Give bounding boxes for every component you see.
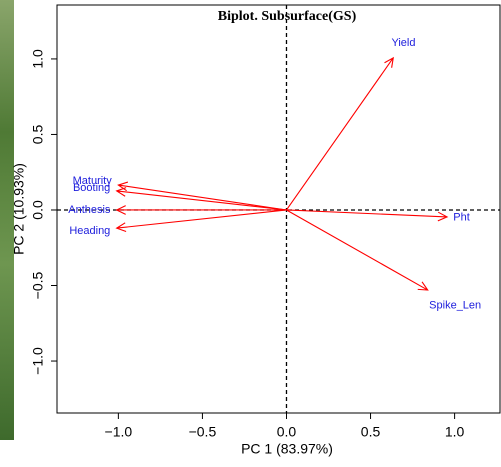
x-tick-label: 0.5 (361, 424, 381, 440)
x-tick-label: 0.0 (277, 424, 297, 440)
vector-label: Yield (391, 37, 415, 49)
y-tick-label: 0.5 (30, 125, 46, 145)
vector-label: Spike_Len (429, 300, 481, 312)
plot-frame (56, 4, 501, 414)
loading-arrow (117, 181, 287, 211)
photo-strip (0, 0, 14, 440)
y-tick-label: −0.5 (30, 271, 46, 299)
x-axis-label: PC 1 (83.97%) (241, 441, 333, 457)
x-tick-label: 1.0 (445, 424, 465, 440)
loading-arrow (286, 209, 449, 222)
vector-label: Maturity (73, 175, 113, 187)
y-axis-label: PC 2 (10.93%) (11, 163, 27, 255)
loading-arrow (286, 56, 394, 211)
loading-arrow (115, 187, 287, 211)
vector-label: Pht (453, 211, 470, 223)
x-tick-label: −0.5 (189, 424, 217, 440)
chart-title: Biplot. Subsurface(GS) (218, 9, 357, 24)
y-tick-label: −1.0 (30, 347, 46, 375)
loading-arrow (115, 209, 287, 232)
loading-arrow (286, 209, 429, 291)
loading-arrow (115, 205, 287, 215)
vector-label: Heading (69, 225, 110, 237)
vector-label: Booting (73, 182, 110, 194)
vector-label: Anthesis (68, 204, 111, 216)
y-tick-label: 1.0 (30, 49, 46, 69)
y-tick-label: 0.0 (30, 200, 46, 220)
x-tick-label: −1.0 (105, 424, 133, 440)
